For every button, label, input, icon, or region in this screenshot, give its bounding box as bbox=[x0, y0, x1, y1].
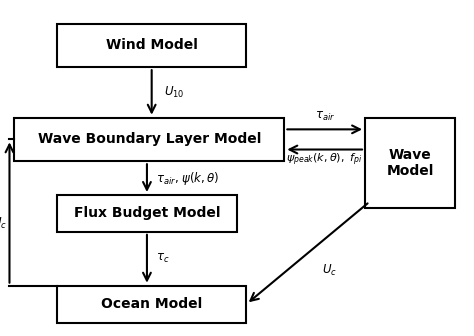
Text: $\tau_c$: $\tau_c$ bbox=[156, 252, 170, 265]
Bar bbox=[57, 195, 237, 232]
Text: Wave Boundary Layer Model: Wave Boundary Layer Model bbox=[37, 132, 261, 146]
Text: Wave
Model: Wave Model bbox=[386, 148, 434, 178]
Text: Flux Budget Model: Flux Budget Model bbox=[73, 206, 220, 220]
Text: $\tau_{air}$, $\psi(k,\theta)$: $\tau_{air}$, $\psi(k,\theta)$ bbox=[156, 170, 220, 186]
Text: U$_c$: U$_c$ bbox=[322, 263, 337, 278]
Bar bbox=[57, 286, 246, 323]
Text: Ocean Model: Ocean Model bbox=[101, 297, 202, 311]
Text: Wind Model: Wind Model bbox=[106, 38, 198, 52]
Text: U$_{10}$: U$_{10}$ bbox=[164, 85, 184, 100]
Text: $\tau_{air}$: $\tau_{air}$ bbox=[315, 110, 335, 123]
Bar bbox=[14, 118, 284, 161]
Text: $\psi_{peak}(k,\theta),\ f_{pi}$: $\psi_{peak}(k,\theta),\ f_{pi}$ bbox=[286, 151, 363, 168]
Bar bbox=[57, 24, 246, 67]
Bar bbox=[365, 118, 455, 208]
Text: U$_c$: U$_c$ bbox=[0, 216, 7, 231]
